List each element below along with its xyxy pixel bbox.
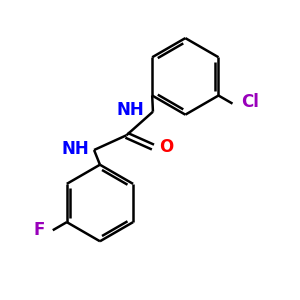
Text: F: F bbox=[33, 221, 44, 239]
Text: NH: NH bbox=[62, 140, 90, 158]
Text: NH: NH bbox=[116, 101, 144, 119]
Text: O: O bbox=[159, 138, 174, 156]
Text: Cl: Cl bbox=[241, 93, 259, 111]
